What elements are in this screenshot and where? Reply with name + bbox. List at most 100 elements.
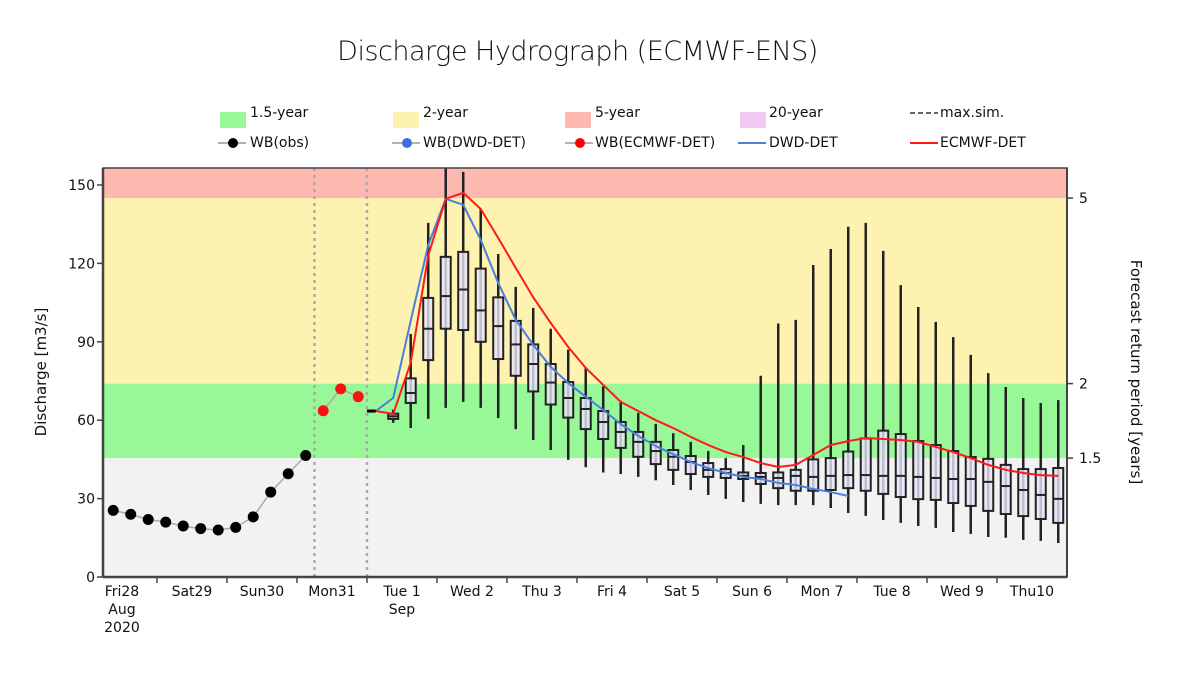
band-5-year	[103, 168, 1067, 199]
box-iqr	[859, 437, 872, 492]
ensemble-box	[439, 168, 452, 408]
ensemble-box	[772, 323, 785, 506]
box-iqr	[474, 267, 487, 343]
x-tick-label: Sat29	[172, 584, 213, 600]
x-tick-label: Thu10	[1009, 584, 1054, 600]
ensemble-box	[929, 321, 942, 528]
box-iqr	[562, 381, 575, 419]
ensemble-box	[947, 337, 960, 533]
x-tick-label: Sun30	[240, 584, 284, 600]
box-iqr	[404, 377, 417, 404]
ensemble-box	[999, 387, 1012, 538]
box-iqr	[807, 458, 820, 492]
box-iqr	[947, 450, 960, 505]
ensemble-box	[842, 226, 855, 513]
ensemble-box	[982, 373, 995, 538]
legend-dashed-line-icon	[910, 112, 938, 114]
box-iqr	[1017, 468, 1030, 518]
y-tick-label: 120	[68, 256, 95, 272]
legend-label-wb-obs: WB(obs)	[250, 135, 310, 151]
legend-label-wb-ecmwf-det: WB(ECMWF-DET)	[595, 135, 716, 151]
dwd-det-line	[375, 197, 849, 497]
box-iqr	[877, 429, 890, 495]
legend-swatch-5-year	[565, 112, 591, 128]
ensemble-box	[404, 333, 417, 429]
box-iqr	[579, 396, 592, 431]
wb-obs-point	[265, 486, 277, 498]
x-tick-label: Tue 1 Sep	[382, 584, 420, 618]
box-iqr	[982, 457, 995, 512]
legend-swatch-1-5-year	[220, 112, 246, 128]
legend-label-2-year: 2-year	[423, 105, 468, 121]
legend-label-1-5-year: 1.5-year	[250, 105, 309, 121]
ensemble-box	[912, 307, 925, 527]
ensemble-box	[1052, 400, 1065, 544]
ensemble-box	[824, 249, 837, 509]
box-iqr	[842, 450, 855, 490]
ensemble-box	[614, 400, 627, 475]
wb-ecmwf-point	[317, 405, 329, 417]
y-tick-label: 0	[86, 570, 95, 586]
box-iqr	[929, 444, 942, 501]
box-iqr	[492, 296, 505, 361]
y-tick-label: 150	[68, 178, 95, 194]
x-tick-label: Thu 3	[521, 584, 562, 600]
box-iqr	[649, 440, 662, 466]
wb-obs-point	[212, 524, 224, 536]
y2-tick-label: 2	[1079, 377, 1088, 393]
ensemble-box	[877, 250, 890, 521]
y2-tick-label: 1.5	[1079, 451, 1101, 467]
legend-dwd-dot-icon	[392, 138, 420, 148]
box-iqr	[439, 255, 452, 330]
box-iqr	[632, 430, 645, 458]
legend-label-dwd-det: DWD-DET	[769, 135, 838, 151]
ensemble-box	[789, 319, 802, 506]
ensemble-box	[1017, 397, 1030, 540]
ensemble-box	[894, 285, 907, 523]
ensemble-box	[597, 386, 610, 473]
wb-ecmwf-point	[335, 383, 347, 395]
wb-obs-point	[247, 511, 259, 523]
box-iqr	[614, 421, 627, 449]
chart-title: Discharge Hydrograph (ECMWF-ENS)	[337, 36, 818, 67]
box-iqr	[527, 343, 540, 393]
wb-obs-point	[107, 504, 119, 516]
wb-ecmwf-point	[352, 391, 364, 403]
box-iqr	[684, 454, 697, 476]
y-tick-label: 90	[77, 335, 95, 351]
legend-ecmwf-line-icon	[910, 142, 938, 144]
legend-label-wb-dwd-det: WB(DWD-DET)	[423, 135, 527, 151]
wb-obs-point	[300, 449, 312, 461]
box-iqr	[824, 457, 837, 491]
legend-label-20-year: 20-year	[769, 105, 823, 121]
ensemble-box	[544, 328, 557, 450]
x-tick-label: Sun 6	[732, 584, 772, 600]
legend-label-5-year: 5-year	[595, 105, 640, 121]
box-iqr	[789, 468, 802, 492]
box-iqr	[1052, 467, 1065, 524]
x-tick-label: Wed 2	[450, 584, 494, 600]
wb-obs-point	[282, 468, 294, 480]
box-iqr	[509, 319, 522, 377]
box-iqr	[457, 250, 470, 332]
wb-obs-point	[160, 516, 172, 528]
ensemble-box	[579, 367, 592, 468]
wb-obs-point	[195, 523, 207, 535]
legend-swatch-20-year	[740, 112, 766, 128]
wb-obs-point	[125, 508, 137, 520]
ensemble-box	[667, 433, 680, 486]
box-iqr	[999, 463, 1012, 516]
x-tick-label: Mon 7	[801, 584, 844, 600]
box-iqr	[912, 440, 925, 501]
band-2-year	[103, 198, 1067, 384]
y2-axis-label: Forecast return period [years]	[1127, 260, 1145, 484]
legend-label-max-sim: max.sim.	[940, 105, 1005, 121]
box-iqr	[544, 363, 557, 406]
ensemble-box	[649, 423, 662, 481]
x-tick-label: Tue 8	[872, 584, 910, 600]
wb-obs-point	[142, 514, 154, 526]
legend-dwd-line-icon	[738, 142, 766, 144]
wb-obs-point	[177, 520, 189, 532]
y2-tick-label: 5	[1079, 191, 1088, 207]
